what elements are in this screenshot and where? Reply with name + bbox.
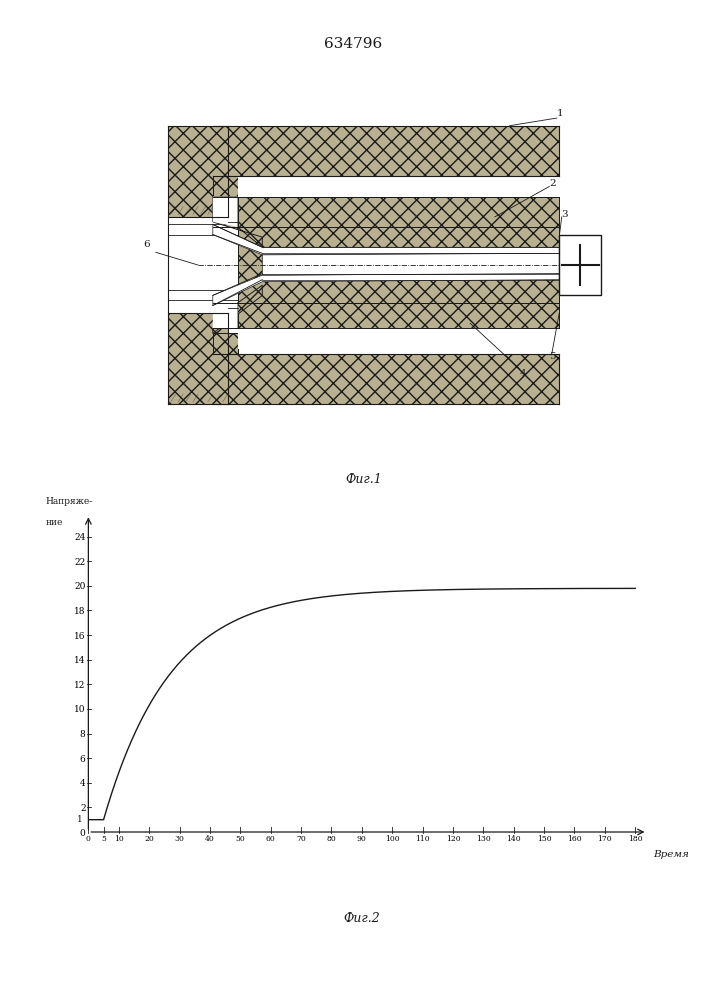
Text: Фиг.1: Фиг.1: [346, 473, 382, 486]
Polygon shape: [238, 227, 559, 303]
Polygon shape: [168, 224, 238, 235]
Polygon shape: [168, 313, 228, 404]
Polygon shape: [213, 197, 262, 247]
Polygon shape: [213, 224, 559, 255]
Text: Напряже-: Напряже-: [46, 497, 93, 506]
Polygon shape: [213, 333, 238, 354]
Polygon shape: [238, 176, 559, 197]
Text: ние: ние: [46, 518, 63, 527]
Text: Время: Время: [653, 850, 689, 859]
Polygon shape: [213, 176, 238, 197]
Polygon shape: [213, 197, 238, 227]
Text: 3: 3: [561, 210, 568, 219]
Polygon shape: [168, 290, 238, 300]
Polygon shape: [213, 354, 559, 404]
Text: 2: 2: [549, 179, 556, 188]
Polygon shape: [559, 235, 601, 295]
Polygon shape: [262, 253, 559, 275]
Text: 4: 4: [520, 369, 526, 378]
Text: 1: 1: [557, 109, 563, 118]
Polygon shape: [238, 328, 559, 349]
Text: Фиг.2: Фиг.2: [344, 912, 380, 925]
Polygon shape: [238, 298, 559, 328]
Polygon shape: [168, 126, 228, 217]
Polygon shape: [213, 274, 559, 306]
Text: 6: 6: [144, 240, 150, 249]
Polygon shape: [213, 285, 262, 333]
Text: 5: 5: [549, 352, 556, 361]
Text: 634796: 634796: [325, 37, 382, 51]
Text: 1: 1: [76, 815, 82, 824]
Polygon shape: [238, 197, 559, 227]
Polygon shape: [213, 126, 559, 176]
Polygon shape: [213, 303, 238, 328]
